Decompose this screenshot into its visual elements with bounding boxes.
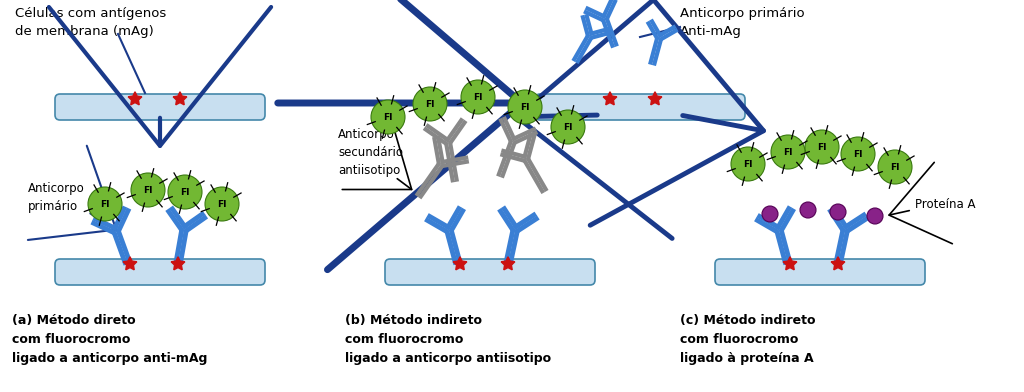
FancyBboxPatch shape bbox=[385, 259, 595, 285]
Text: FI: FI bbox=[783, 147, 793, 156]
Circle shape bbox=[168, 175, 202, 209]
Circle shape bbox=[878, 150, 912, 184]
Polygon shape bbox=[603, 92, 616, 105]
Circle shape bbox=[131, 173, 165, 207]
FancyBboxPatch shape bbox=[55, 94, 265, 120]
Circle shape bbox=[88, 187, 122, 221]
Polygon shape bbox=[454, 257, 467, 270]
Circle shape bbox=[867, 208, 883, 224]
Polygon shape bbox=[501, 257, 515, 270]
Text: FI: FI bbox=[425, 100, 435, 109]
Circle shape bbox=[731, 147, 765, 181]
Polygon shape bbox=[831, 257, 845, 270]
Text: FI: FI bbox=[563, 123, 572, 131]
Polygon shape bbox=[123, 257, 137, 270]
Text: FI: FI bbox=[890, 163, 900, 172]
Circle shape bbox=[771, 135, 805, 169]
Text: FI: FI bbox=[217, 200, 226, 209]
Text: (a) Método direto
com fluorocromo
ligado a anticorpo anti-mAg: (a) Método direto com fluorocromo ligado… bbox=[12, 314, 208, 365]
Circle shape bbox=[800, 202, 816, 218]
Text: FI: FI bbox=[853, 149, 863, 158]
Circle shape bbox=[762, 206, 778, 222]
FancyBboxPatch shape bbox=[715, 259, 925, 285]
Text: Anticorpo
secundário
antiisotipo: Anticorpo secundário antiisotipo bbox=[338, 127, 403, 176]
Text: (b) Método indireto
com fluorocromo
ligado a anticorpo antiisotipo: (b) Método indireto com fluorocromo liga… bbox=[345, 314, 551, 365]
Text: FI: FI bbox=[180, 187, 189, 196]
Text: FI: FI bbox=[817, 143, 826, 151]
Text: FI: FI bbox=[100, 200, 110, 209]
Circle shape bbox=[508, 90, 542, 124]
Text: Anticorpo primário
Anti-mAg: Anticorpo primário Anti-mAg bbox=[680, 7, 805, 38]
Circle shape bbox=[841, 137, 874, 171]
Circle shape bbox=[551, 110, 585, 144]
FancyBboxPatch shape bbox=[55, 259, 265, 285]
Text: FI: FI bbox=[143, 185, 153, 194]
Text: FI: FI bbox=[473, 93, 482, 102]
Polygon shape bbox=[783, 257, 797, 270]
Circle shape bbox=[371, 100, 406, 134]
Circle shape bbox=[205, 187, 239, 221]
FancyBboxPatch shape bbox=[535, 94, 745, 120]
Text: Proteína A: Proteína A bbox=[915, 198, 976, 211]
Circle shape bbox=[461, 80, 495, 114]
Text: FI: FI bbox=[520, 102, 529, 111]
Polygon shape bbox=[128, 92, 142, 105]
Polygon shape bbox=[173, 92, 186, 105]
Text: FI: FI bbox=[743, 160, 753, 169]
Polygon shape bbox=[648, 92, 662, 105]
Text: Anticorpo
primário: Anticorpo primário bbox=[28, 181, 85, 212]
Text: (c) Método indireto
com fluorocromo
ligado à proteína A: (c) Método indireto com fluorocromo liga… bbox=[680, 314, 815, 365]
Circle shape bbox=[830, 204, 846, 220]
Polygon shape bbox=[171, 257, 185, 270]
Circle shape bbox=[805, 130, 839, 164]
Text: FI: FI bbox=[383, 113, 393, 122]
Text: Células com antígenos
de membrana (mAg): Células com antígenos de membrana (mAg) bbox=[15, 7, 166, 38]
Circle shape bbox=[413, 87, 447, 121]
